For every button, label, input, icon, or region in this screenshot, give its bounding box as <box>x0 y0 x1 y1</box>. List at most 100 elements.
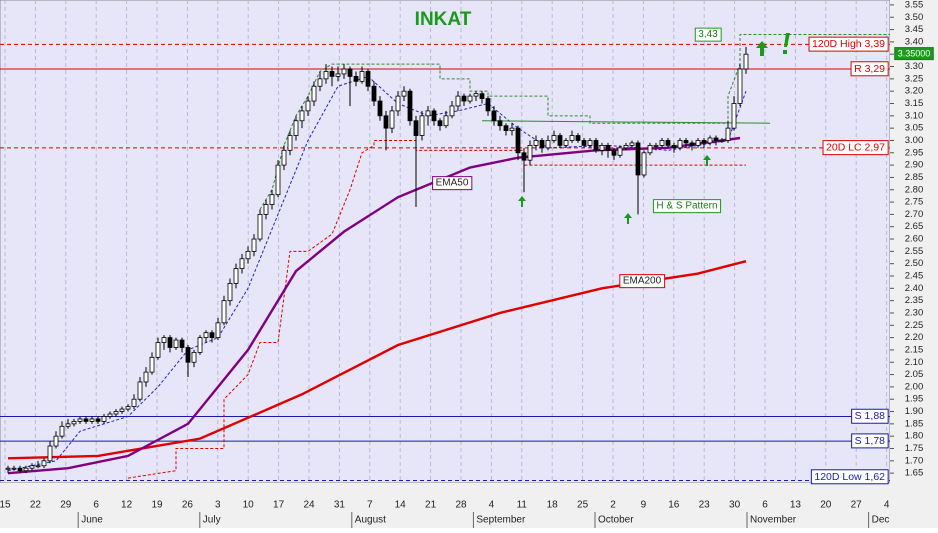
y-tick-label: 2.85 <box>905 172 924 183</box>
candle-body <box>239 258 245 270</box>
y-tick-label: 2.65 <box>905 221 924 232</box>
candle-body <box>305 100 311 112</box>
candle-body <box>353 75 359 82</box>
candle-body <box>683 140 689 144</box>
y-tick-label: 2.30 <box>905 307 924 318</box>
candle-body <box>497 120 503 127</box>
y-tick-label: 1.80 <box>905 431 924 442</box>
candle-body <box>209 332 215 339</box>
chart-title: INKAT <box>415 9 472 30</box>
y-tick-label: 2.20 <box>905 332 924 343</box>
x-tick-label: 28 <box>455 500 467 511</box>
candle-body <box>155 342 161 358</box>
y-tick-label: 1.90 <box>905 406 924 417</box>
candle-body <box>113 411 119 415</box>
candle-body <box>341 68 347 75</box>
x-tick-label: 30 <box>729 500 741 511</box>
candle-body <box>119 408 125 412</box>
y-tick-label: 2.45 <box>905 271 924 282</box>
candle-body <box>557 135 563 146</box>
candle-body <box>299 110 305 122</box>
label-box <box>810 469 889 485</box>
y-tick-label: 3.10 <box>905 110 924 121</box>
candle-body <box>563 140 569 146</box>
last-price-label: 3.35000 <box>898 49 931 59</box>
x-tick-label: 11 <box>517 500 528 511</box>
candle-body <box>527 144 533 161</box>
candle-body <box>323 71 329 80</box>
x-tick-label: 6 <box>762 500 768 511</box>
indicator-line <box>481 120 771 124</box>
candle-body <box>725 127 731 141</box>
candle-body <box>611 149 617 156</box>
candle-body <box>101 416 107 422</box>
x-tick-label: 14 <box>395 500 407 511</box>
candle-body <box>593 140 599 151</box>
candle-body <box>365 71 371 87</box>
y-tick-label: 1.75 <box>905 443 924 454</box>
candle-body <box>371 85 377 102</box>
candle-body <box>149 356 155 373</box>
y-tick-label: 2.25 <box>905 320 924 331</box>
level-label: R 3,29 <box>854 63 885 75</box>
candle-body <box>623 144 629 149</box>
candle-body <box>587 140 593 146</box>
candle-body <box>191 351 197 363</box>
arrows <box>518 33 790 224</box>
x-axis-area <box>0 483 890 528</box>
candle-body <box>215 322 221 339</box>
candle-body <box>311 85 317 102</box>
month-label: October <box>598 515 634 526</box>
y-axis-area <box>890 0 938 528</box>
candle-body <box>89 418 95 422</box>
candle-body <box>233 268 239 284</box>
candle-body <box>665 140 671 146</box>
candle-body <box>515 127 521 154</box>
candle-body <box>719 140 725 142</box>
arrow <box>624 213 632 224</box>
x-tick-label: 2 <box>610 500 616 511</box>
candle-body <box>17 467 23 472</box>
x-tick-label: 4 <box>884 500 890 511</box>
candle-body <box>35 465 41 468</box>
candle-body <box>401 90 407 97</box>
candle-body <box>197 337 203 353</box>
candle-body <box>377 100 383 117</box>
candle-body <box>539 140 545 149</box>
candle-body <box>599 144 605 151</box>
y-tick-label: 3.30 <box>905 61 924 72</box>
candle-body <box>641 152 647 176</box>
candle-body <box>221 300 227 324</box>
candle-body <box>689 142 695 146</box>
candle-body <box>569 135 575 141</box>
candle-body <box>455 95 461 107</box>
y-tick-label: 2.15 <box>905 344 924 355</box>
x-tick-label: 17 <box>273 500 285 511</box>
candle-body <box>23 467 29 472</box>
candle-body <box>335 73 341 77</box>
candle-body <box>137 381 143 400</box>
series-label: EMA50 <box>436 178 469 189</box>
y-tick-label: 1.70 <box>905 455 924 466</box>
label-box <box>851 408 889 424</box>
label-box <box>850 61 889 77</box>
candle-body <box>269 194 275 205</box>
month-label: June <box>81 515 103 526</box>
candle-body <box>473 93 479 97</box>
y-tick-label: 2.40 <box>905 283 924 294</box>
label-box <box>851 433 889 449</box>
x-tick-label: 9 <box>641 500 647 511</box>
candle-body <box>581 140 587 146</box>
level-label: 120D High 3,39 <box>812 38 885 50</box>
label-box <box>808 36 889 52</box>
y-tick-label: 3.20 <box>905 86 924 97</box>
candle-body <box>11 467 17 470</box>
candle-body <box>251 238 257 252</box>
candle-body <box>647 144 653 154</box>
y-tick-label: 2.90 <box>905 160 924 171</box>
candle-body <box>479 93 485 99</box>
arrow <box>518 196 526 207</box>
x-tick-label: 23 <box>699 500 711 511</box>
candle-body <box>713 137 719 141</box>
candle-body <box>359 71 365 82</box>
